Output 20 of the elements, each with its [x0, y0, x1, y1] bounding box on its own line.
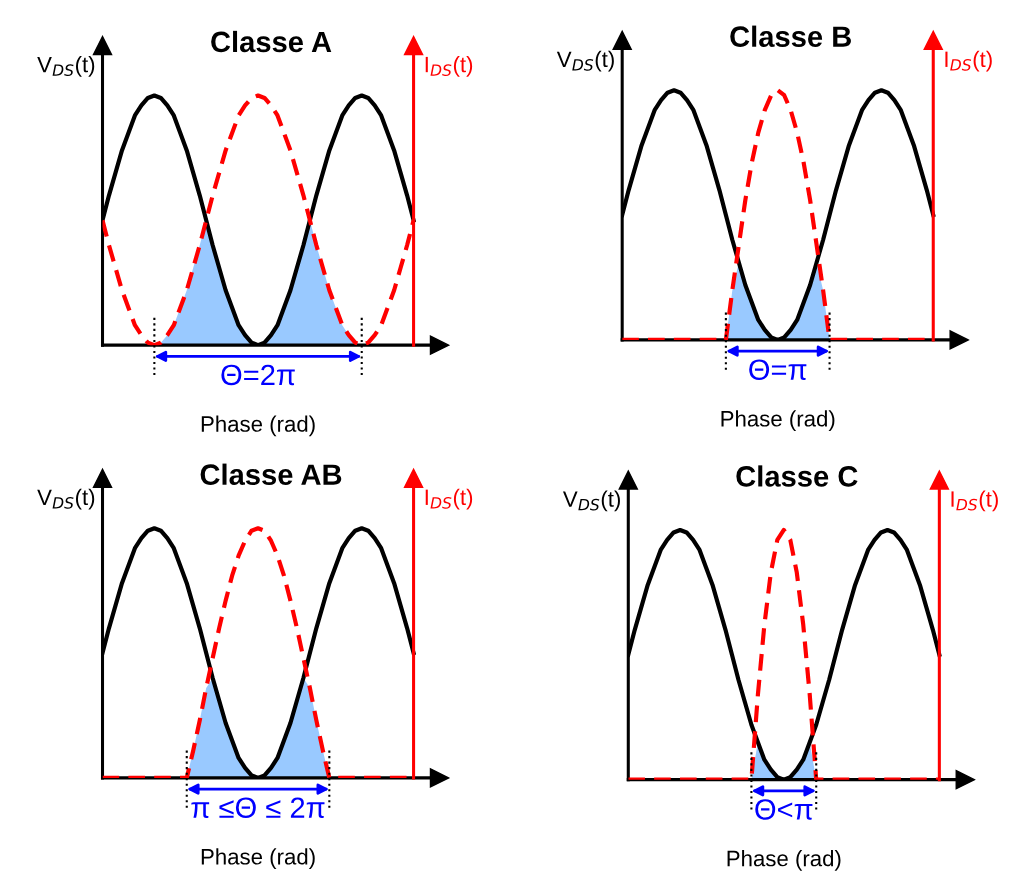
x-axis-title: Phase (rad) [201, 415, 315, 437]
y-axis-title: V$_{DS}$(t) [556, 50, 614, 72]
x-axis-title: Phase (rad) [201, 848, 315, 869]
x-axis-title: Phase (rad) [727, 850, 841, 871]
y-axis-title: V$_{DS}$(t) [37, 488, 95, 510]
chart-title: Classe A [211, 30, 332, 53]
chart-title: Classe B [730, 25, 851, 48]
y2-axis-title: I$_{DS}$(t) [951, 490, 998, 512]
x-axis-title: Phase (rad) [721, 410, 835, 431]
text: Θ=π [749, 359, 807, 381]
chart-title: Classe AB [200, 463, 342, 486]
text: π ≤Θ ≤ 2π [191, 797, 325, 819]
y2-axis-title: I$_{DS}$(t) [425, 56, 473, 77]
text: Θ=2π [221, 364, 295, 386]
y2-axis-title: I$_{DS}$(t) [945, 50, 992, 72]
text: Θ<π [755, 799, 813, 820]
chart-title: Classe C [736, 465, 858, 487]
y-axis-title: V$_{DS}$(t) [562, 490, 620, 512]
y2-axis-title: I$_{DS}$(t) [425, 488, 473, 510]
y-axis-title: V$_{DS}$(t) [37, 56, 95, 77]
